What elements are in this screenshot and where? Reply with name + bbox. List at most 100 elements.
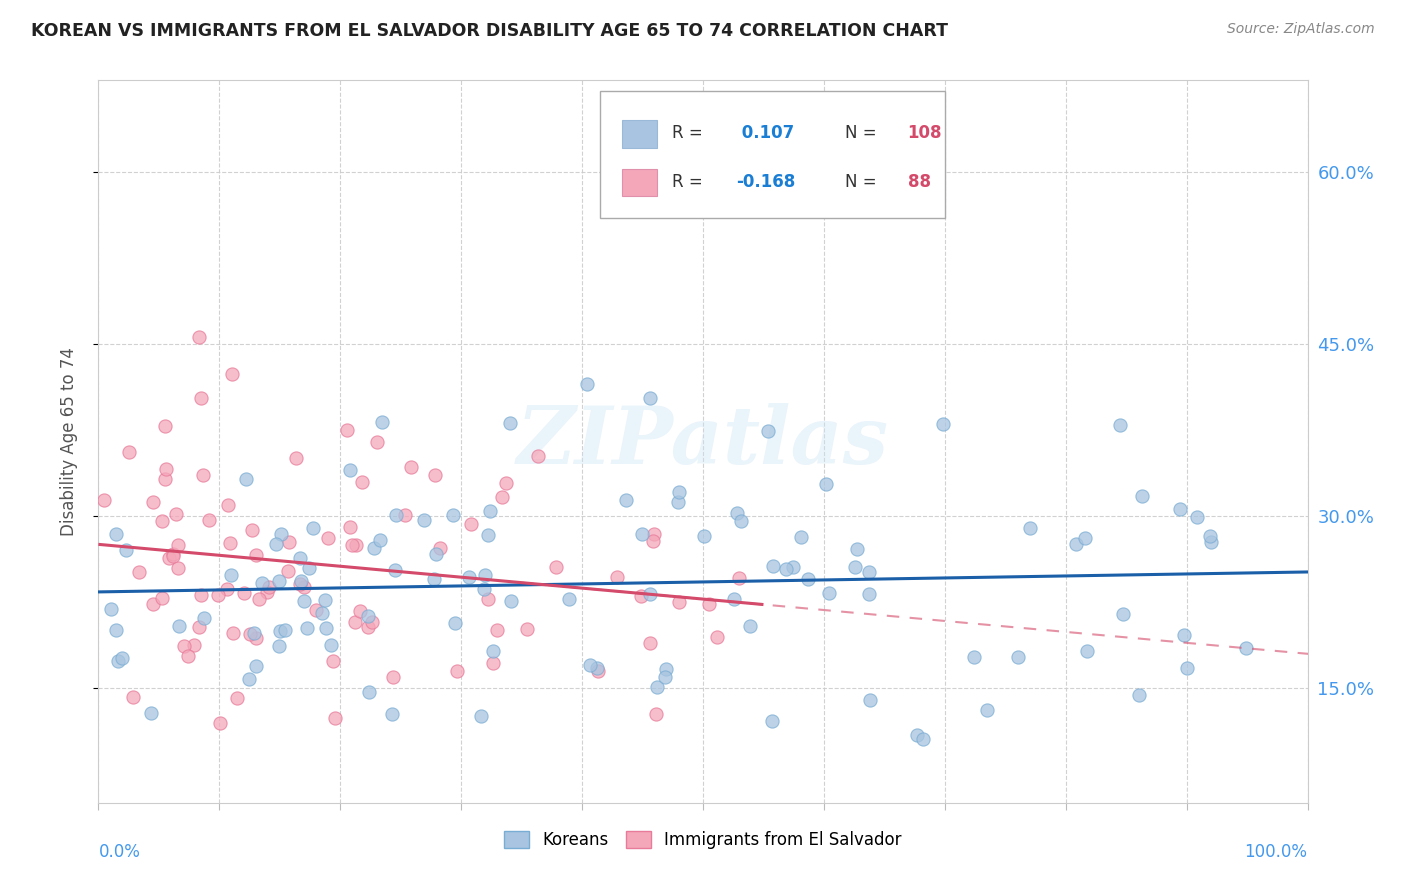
Point — [322, 654, 344, 668]
Point — [932, 417, 955, 432]
Point — [226, 690, 249, 705]
Point — [173, 639, 195, 653]
Point — [215, 582, 238, 597]
Point — [292, 594, 315, 608]
Point — [477, 592, 499, 607]
Text: 88: 88 — [908, 173, 931, 191]
Point — [314, 592, 336, 607]
Point — [641, 533, 664, 548]
Point — [153, 418, 176, 433]
Point — [166, 507, 188, 521]
Point — [162, 547, 184, 561]
Point — [269, 640, 291, 654]
Point — [976, 703, 998, 717]
Point — [1198, 529, 1220, 543]
Point — [474, 568, 496, 582]
Point — [846, 541, 869, 556]
Point — [93, 493, 115, 508]
Point — [1076, 644, 1098, 658]
Point — [150, 591, 173, 605]
Point — [122, 690, 145, 704]
Point — [413, 513, 436, 527]
Point — [259, 580, 281, 594]
Point — [278, 534, 301, 549]
Point — [1007, 650, 1029, 665]
Point — [381, 670, 404, 684]
Text: KOREAN VS IMMIGRANTS FROM EL SALVADOR DISABILITY AGE 65 TO 74 CORRELATION CHART: KOREAN VS IMMIGRANTS FROM EL SALVADOR DI… — [31, 22, 948, 40]
Point — [1173, 628, 1195, 642]
Point — [384, 563, 406, 577]
Point — [349, 604, 371, 618]
Y-axis label: Disability Age 65 to 74: Disability Age 65 to 74 — [59, 347, 77, 536]
Point — [222, 626, 245, 640]
Text: ZIPatlas: ZIPatlas — [517, 403, 889, 480]
Point — [485, 623, 508, 637]
Point — [142, 597, 165, 611]
Point — [110, 650, 132, 665]
Point — [1019, 521, 1042, 535]
Point — [586, 664, 609, 678]
Point — [429, 541, 451, 555]
Point — [491, 490, 513, 504]
Point — [859, 692, 882, 706]
Point — [311, 607, 333, 621]
Point — [256, 585, 278, 599]
Point — [385, 508, 408, 523]
Point — [638, 391, 661, 405]
Point — [481, 657, 503, 671]
Point — [245, 631, 267, 645]
Text: N =: N = — [845, 124, 882, 142]
Point — [162, 549, 184, 563]
Point — [782, 560, 804, 574]
Point — [235, 472, 257, 486]
Point — [339, 462, 361, 476]
Point — [239, 627, 262, 641]
Text: 0.0%: 0.0% — [98, 843, 141, 861]
Point — [725, 506, 748, 520]
Point — [446, 665, 468, 679]
Point — [606, 570, 628, 584]
Point — [693, 529, 716, 543]
Point — [357, 609, 380, 624]
Point — [366, 435, 388, 450]
Point — [425, 547, 447, 561]
Point — [441, 508, 464, 522]
Point — [207, 588, 229, 602]
Point — [221, 367, 243, 381]
Point — [499, 416, 522, 430]
Point — [218, 536, 240, 550]
Point — [193, 610, 215, 624]
Point — [177, 649, 200, 664]
Point — [100, 602, 122, 616]
Point — [790, 530, 813, 544]
Point — [294, 580, 316, 594]
Point — [706, 631, 728, 645]
Point — [1074, 531, 1097, 545]
Point — [350, 475, 373, 489]
Point — [344, 538, 367, 552]
Point — [183, 638, 205, 652]
Point — [359, 685, 381, 699]
Point — [105, 624, 128, 638]
Point — [363, 541, 385, 555]
Point — [188, 330, 211, 344]
Point — [654, 670, 676, 684]
Point — [723, 591, 745, 606]
Point — [323, 710, 346, 724]
Point — [775, 562, 797, 576]
Point — [858, 566, 880, 580]
Point — [1112, 607, 1135, 621]
Point — [654, 662, 676, 676]
Point — [738, 619, 761, 633]
Point — [585, 660, 607, 674]
Point — [614, 492, 637, 507]
Point — [458, 570, 481, 584]
Point — [1128, 688, 1150, 702]
Point — [814, 477, 837, 491]
Point — [142, 495, 165, 509]
Point — [368, 533, 391, 548]
Point — [115, 543, 138, 558]
Point — [269, 624, 291, 639]
Point — [166, 561, 188, 575]
Point — [730, 514, 752, 528]
